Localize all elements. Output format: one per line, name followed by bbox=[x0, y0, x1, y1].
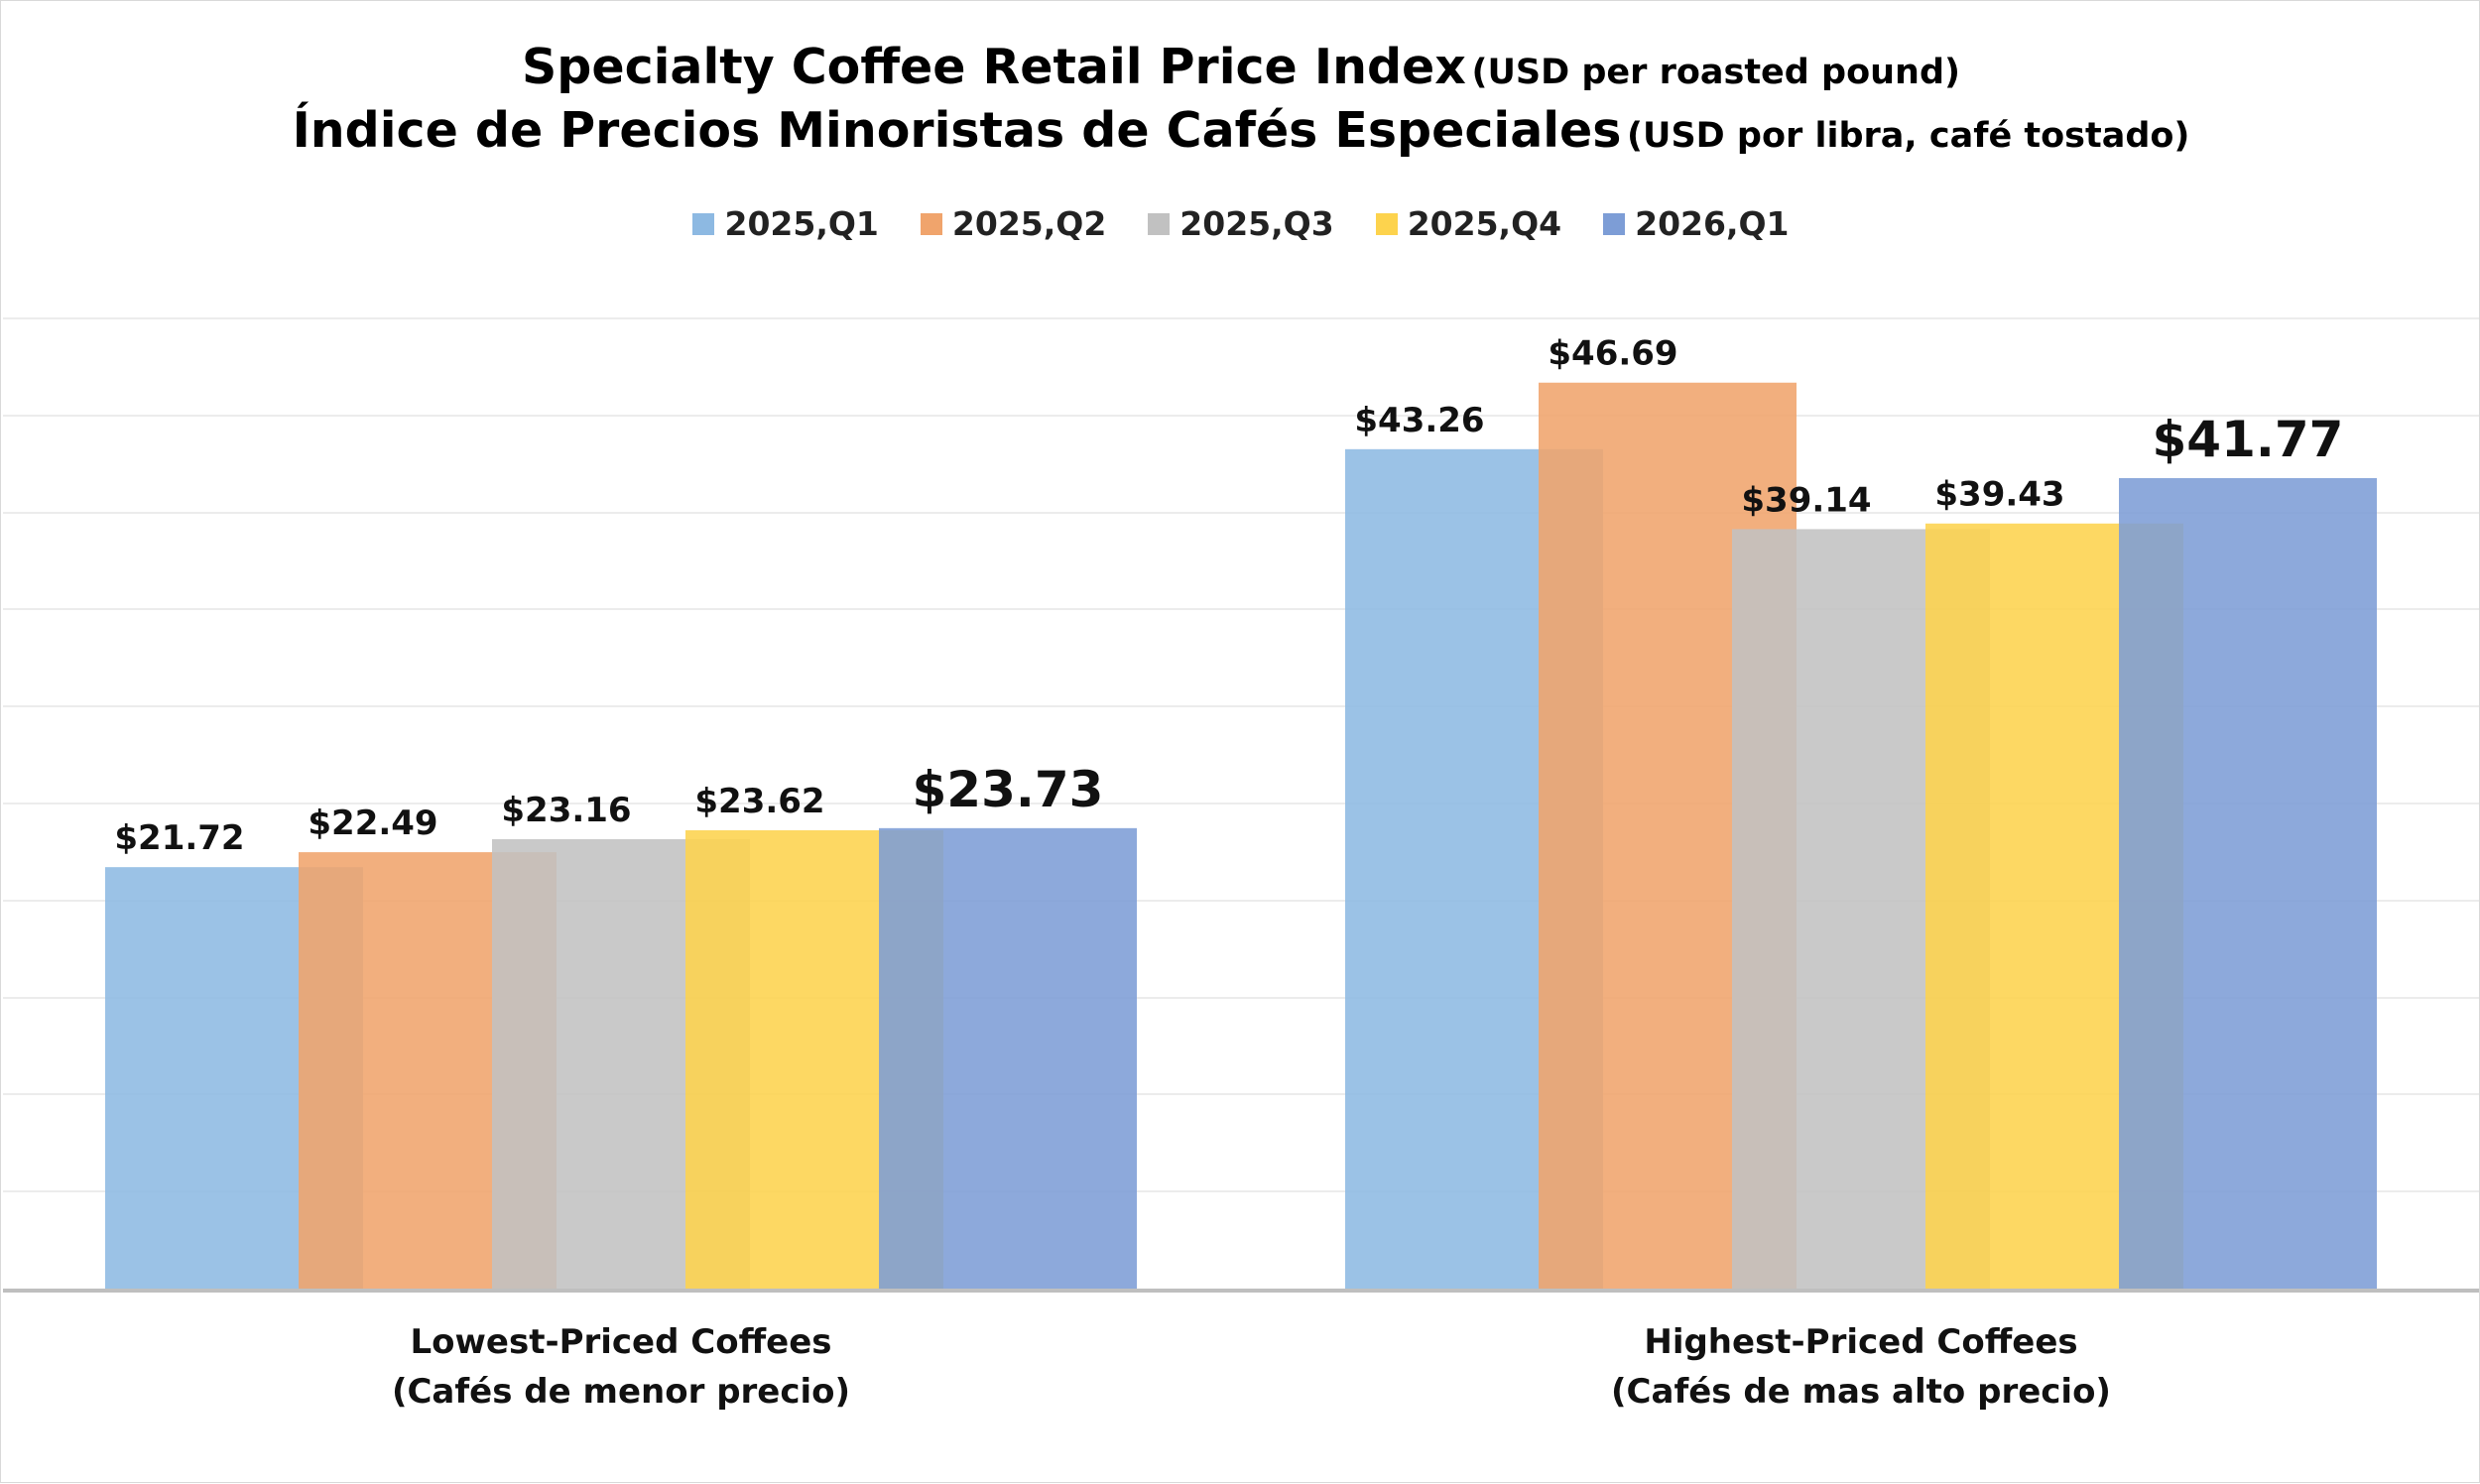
data-label: $39.43 bbox=[1934, 475, 2064, 515]
legend-item-2025-q1: 2025,Q1 bbox=[692, 204, 879, 243]
legend-swatch bbox=[920, 212, 942, 235]
legend-label: 2025,Q1 bbox=[724, 204, 879, 243]
data-label: $21.72 bbox=[114, 818, 244, 858]
chart-title-english: Specialty Coffee Retail Price Index (USD… bbox=[1, 39, 2480, 95]
chart-title-spanish: Índice de Precios Minoristas de Cafés Es… bbox=[1, 102, 2480, 159]
legend-label: 2025,Q2 bbox=[951, 204, 1107, 243]
chart-title-unit: (USD per roasted pound) bbox=[1471, 53, 1961, 92]
category-label: Lowest-Priced Coffees bbox=[410, 1322, 831, 1362]
legend-label: 2025,Q3 bbox=[1179, 204, 1334, 243]
chart-title-unit-es: (USD por libra, café tostado) bbox=[1627, 116, 2190, 156]
legend-swatch bbox=[1603, 212, 1626, 235]
legend-swatch bbox=[692, 212, 715, 235]
data-label: $23.73 bbox=[913, 761, 1104, 818]
data-label: $46.69 bbox=[1548, 334, 1677, 374]
legend-label: 2025,Q4 bbox=[1407, 204, 1562, 243]
chart-title-main-es: Índice de Precios Minoristas de Cafés Es… bbox=[292, 102, 1622, 159]
data-label: $23.16 bbox=[501, 791, 631, 830]
legend-item-2025-q2: 2025,Q2 bbox=[920, 204, 1107, 243]
category-sublabel: (Cafés de mas alto precio) bbox=[1611, 1372, 2111, 1412]
data-label: $39.14 bbox=[1741, 480, 1871, 520]
data-label: $43.26 bbox=[1354, 401, 1484, 440]
legend-label: 2026,Q1 bbox=[1635, 204, 1790, 243]
category-label: Highest-Priced Coffees bbox=[1644, 1322, 2077, 1362]
chart-legend: 2025,Q1 2025,Q2 2025,Q3 2025,Q4 2026,Q1 bbox=[1, 204, 2480, 243]
data-label: $22.49 bbox=[308, 804, 437, 843]
legend-item-2025-q4: 2025,Q4 bbox=[1375, 204, 1562, 243]
data-label: $41.77 bbox=[2153, 411, 2344, 468]
legend-item-2026-q1: 2026,Q1 bbox=[1603, 204, 1790, 243]
legend-swatch bbox=[1148, 212, 1171, 235]
bar-2026-q1-lowest bbox=[879, 827, 1137, 1289]
chart-title-main: Specialty Coffee Retail Price Index bbox=[521, 39, 1466, 95]
legend-item-2025-q3: 2025,Q3 bbox=[1148, 204, 1334, 243]
data-label: $23.62 bbox=[694, 782, 824, 821]
bar-2026-q1-highest bbox=[2119, 477, 2377, 1290]
category-sublabel: (Cafés de menor precio) bbox=[392, 1372, 850, 1412]
legend-swatch bbox=[1375, 212, 1398, 235]
